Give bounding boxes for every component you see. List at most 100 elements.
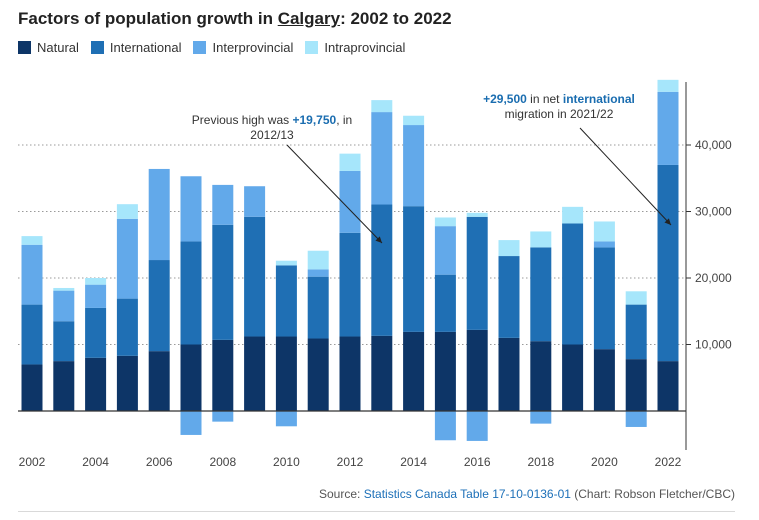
bar-interprovincial-2003	[53, 290, 75, 322]
bar-natural-2004	[85, 357, 107, 411]
source-note: Source: Statistics Canada Table 17-10-01…	[319, 487, 735, 501]
x-tick-label: 2010	[273, 455, 300, 469]
bar-intraprovincial-2018	[530, 231, 552, 248]
bar-natural-2020	[593, 349, 615, 411]
bar-intraprovincial-2015	[434, 217, 456, 227]
x-tick-label: 2008	[209, 455, 236, 469]
annotation-previous-high-part: , in	[336, 113, 352, 127]
annotation-international-line2-part: migration in 2021/22	[505, 107, 614, 121]
bar-natural-2022	[657, 361, 679, 411]
bar-interprovincial-2009	[244, 186, 266, 217]
bar-international-2007	[180, 241, 202, 345]
bar-natural-2017	[498, 337, 520, 411]
bar-intraprovincial-2016	[466, 212, 488, 217]
bar-natural-2021	[625, 359, 647, 411]
bar-intraprovincial-2013	[371, 100, 393, 113]
bar-intraprovincial-2014	[403, 115, 425, 126]
legend-swatch	[18, 41, 31, 54]
source-link[interactable]: Statistics Canada Table 17-10-0136-01	[363, 487, 571, 501]
bar-natural-2006	[148, 351, 170, 411]
bar-international-2008	[212, 224, 234, 340]
bar-interprovincial-2002	[21, 244, 43, 305]
bar-natural-2008	[212, 339, 234, 411]
bar-natural-2019	[562, 344, 584, 411]
bar-interprovincial-2011	[307, 269, 329, 277]
bar-interprovincial-negative-2018	[530, 411, 552, 424]
source-suffix: (Chart: Robson Fletcher/CBC)	[570, 487, 735, 501]
bar-international-2005	[116, 298, 138, 356]
bar-interprovincial-negative-2008	[212, 411, 234, 422]
annotation-previous-high-line2: 2012/13	[250, 128, 294, 142]
bottom-divider	[18, 511, 735, 512]
legend-item-natural: Natural	[18, 40, 79, 55]
x-tick-label: 2002	[19, 455, 46, 469]
annotation-international-line2: migration in 2021/22	[505, 107, 614, 121]
x-tick-label: 2016	[464, 455, 491, 469]
bar-natural-2010	[275, 336, 297, 411]
legend-item-intraprovincial: Intraprovincial	[305, 40, 405, 55]
bar-intraprovincial-2022	[657, 79, 679, 92]
source-prefix: Source:	[318, 487, 364, 501]
bar-natural-2012	[339, 336, 361, 411]
bar-natural-2005	[116, 355, 138, 411]
title-place: Calgary	[277, 9, 341, 28]
annotation-previous-high-arrow-head	[375, 236, 382, 243]
bar-interprovincial-2020	[593, 241, 615, 248]
bar-intraprovincial-2017	[498, 240, 520, 257]
legend-label: Intraprovincial	[324, 40, 406, 55]
bar-natural-2015	[434, 331, 456, 411]
bar-international-2022	[657, 164, 679, 362]
annotation-previous-high-line2-part: 2012/13	[250, 128, 294, 142]
bar-international-2011	[307, 276, 329, 339]
x-tick-label: 2012	[337, 455, 364, 469]
bar-intraprovincial-2019	[562, 206, 584, 224]
bar-natural-2018	[530, 341, 552, 411]
bar-interprovincial-2006	[148, 168, 170, 261]
bar-intraprovincial-2005	[116, 204, 138, 219]
legend-swatch	[90, 41, 104, 54]
bar-interprovincial-2022	[657, 91, 679, 165]
bar-international-2009	[244, 216, 266, 337]
bar-international-2018	[530, 247, 552, 342]
bar-natural-2003	[53, 361, 75, 411]
bar-international-2017	[498, 256, 520, 338]
annotation-international: +29,500 in net international	[483, 92, 635, 106]
bar-interprovincial-2008	[212, 184, 234, 225]
bar-natural-2013	[371, 335, 393, 411]
chart-legend: Natural International Interprovincial Intra…	[18, 40, 405, 55]
annotation-international-arrow-head	[664, 218, 671, 225]
bar-intraprovincial-2003	[53, 287, 75, 291]
y-tick-label: 40,000	[695, 138, 732, 152]
title-prefix: Factors of population growth in	[18, 9, 278, 28]
bar-international-2014	[403, 206, 425, 332]
legend-swatch	[305, 41, 319, 54]
x-tick-label: 2014	[400, 455, 427, 469]
bar-natural-2002	[21, 364, 43, 411]
bar-natural-2011	[307, 338, 329, 411]
x-tick-label: 2018	[527, 455, 554, 469]
bar-interprovincial-2015	[434, 226, 456, 275]
x-tick-label: 2004	[82, 455, 109, 469]
annotation-international-arrow-line	[579, 127, 672, 226]
bar-international-2013	[371, 204, 393, 336]
bar-interprovincial-2014	[403, 125, 425, 207]
y-tick-label: 30,000	[695, 205, 732, 219]
bar-intraprovincial-2002	[21, 236, 43, 245]
bar-interprovincial-2005	[116, 218, 138, 299]
bar-international-2012	[339, 232, 361, 337]
bar-international-2010	[275, 265, 297, 337]
bar-international-2015	[434, 274, 456, 332]
bar-intraprovincial-2020	[593, 221, 615, 242]
title-suffix: : 2002 to 2022	[340, 9, 452, 28]
legend-item-interprovincial: Interprovincial	[193, 40, 293, 55]
x-tick-label: 2020	[591, 455, 618, 469]
bar-interprovincial-negative-2021	[625, 411, 647, 427]
annotation-previous-high: Previous high was +19,750, in	[192, 113, 352, 127]
legend-label: Interprovincial	[212, 40, 294, 55]
bar-international-2021	[625, 304, 647, 360]
bar-international-2006	[148, 260, 170, 352]
bar-interprovincial-negative-2010	[275, 411, 297, 427]
bar-international-2020	[593, 247, 615, 350]
bar-interprovincial-2012	[339, 170, 361, 233]
